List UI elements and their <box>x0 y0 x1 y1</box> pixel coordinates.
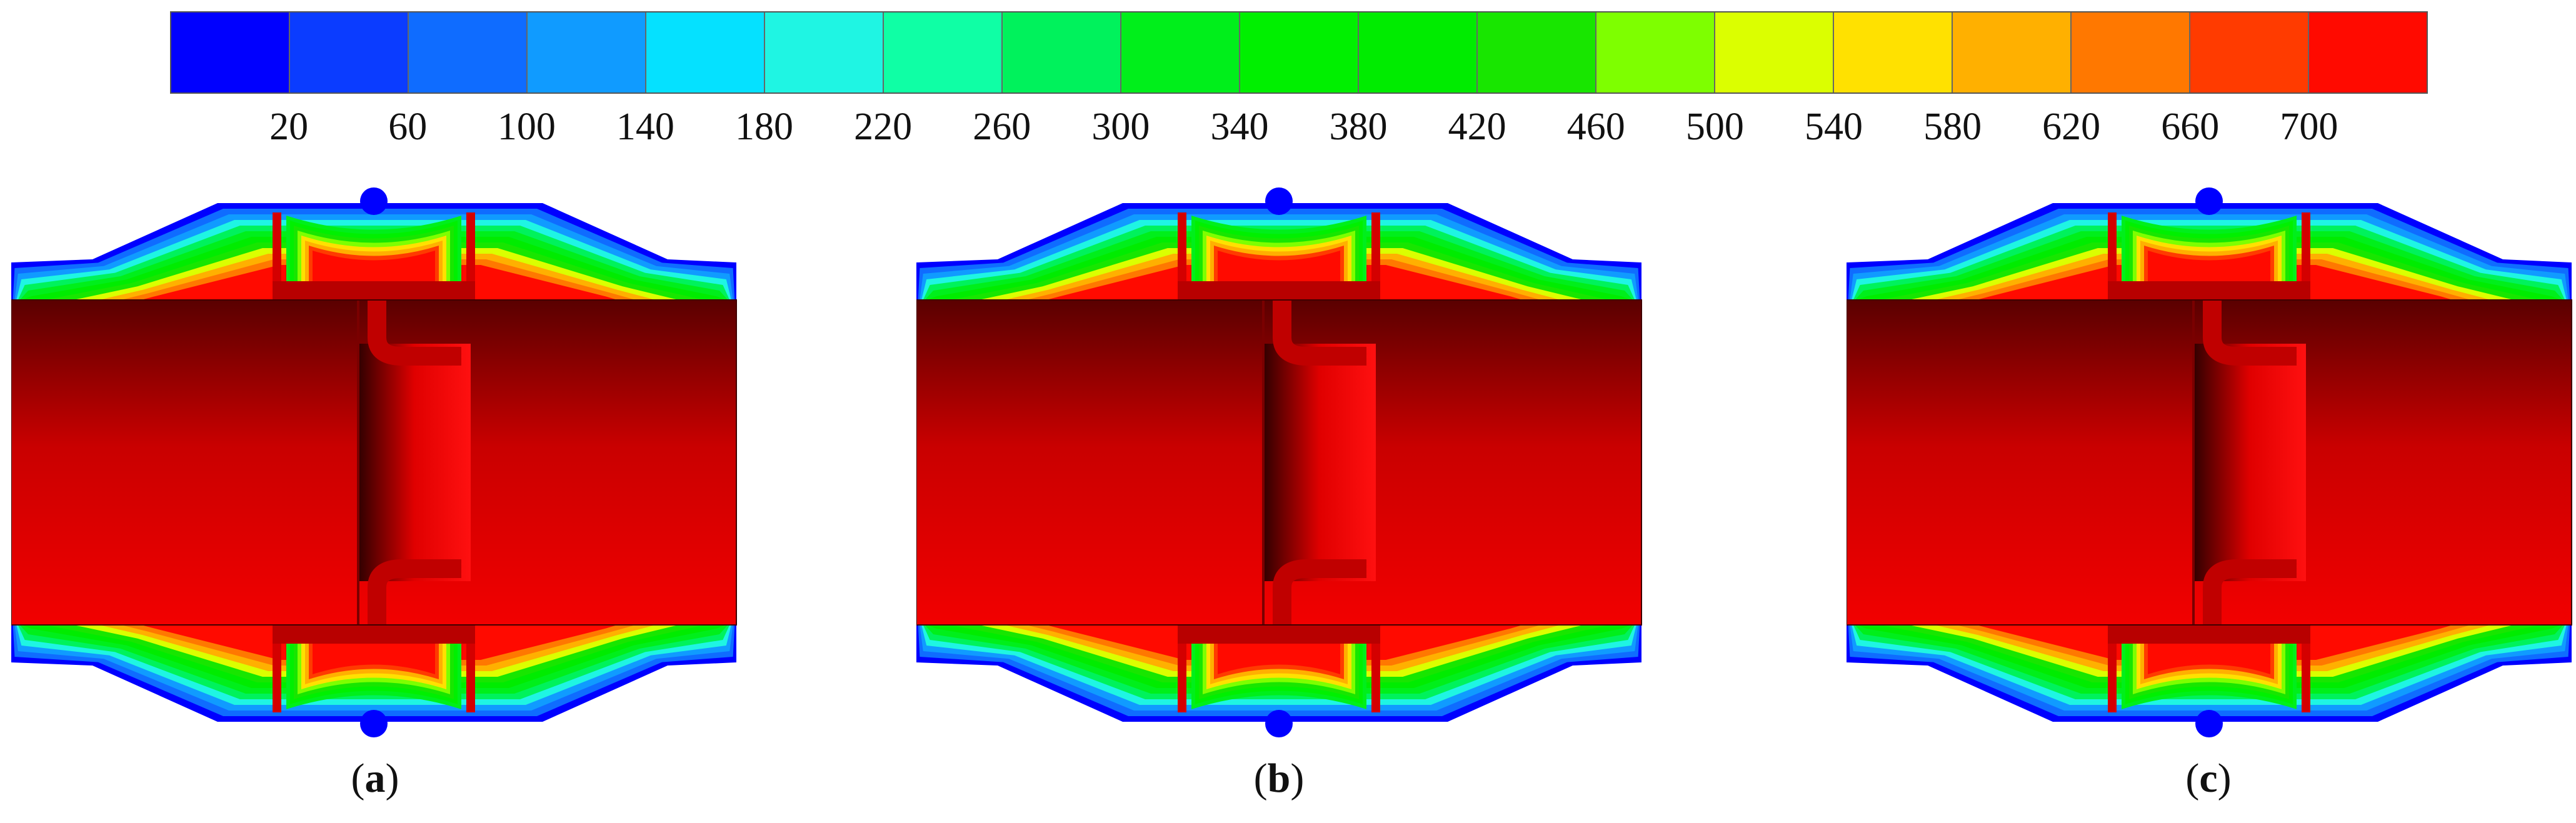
color-legend-swatch <box>2072 12 2190 92</box>
color-legend-tick-label: 580 <box>1923 106 1982 148</box>
color-legend-tick-label: 220 <box>854 106 913 148</box>
color-legend-swatch <box>1478 12 1596 92</box>
color-legend-swatch <box>1953 12 2072 92</box>
temperature-contour-plot <box>11 187 737 737</box>
contour-panel-b <box>916 187 1654 737</box>
color-legend-tick-label: 620 <box>2042 106 2101 148</box>
color-legend-tick-label: 660 <box>2161 106 2220 148</box>
color-legend-swatch <box>1834 12 1953 92</box>
caption-c: (c) <box>2185 756 2232 801</box>
color-legend-tick-label: 180 <box>735 106 794 148</box>
color-legend-swatch <box>884 12 1003 92</box>
color-legend-swatch <box>2190 12 2309 92</box>
color-legend-tick-labels: 20 60 100 140 180 220 260 300 340 380 420 460 500 540… <box>0 105 2576 149</box>
color-legend-tick-label: 540 <box>1804 106 1863 148</box>
color-legend-tick-label: 700 <box>2280 106 2338 148</box>
color-legend-swatch <box>171 12 290 92</box>
color-legend-tick-label: 340 <box>1210 106 1269 148</box>
color-legend-swatch <box>528 12 646 92</box>
color-legend-swatch <box>646 12 765 92</box>
color-legend-tick-label: 60 <box>388 106 428 148</box>
color-legend-tick-label: 420 <box>1448 106 1506 148</box>
contour-panel-a <box>11 187 749 737</box>
color-legend-swatch <box>290 12 409 92</box>
temperature-contour-plot <box>1847 187 2572 737</box>
color-legend-swatch <box>1596 12 1715 92</box>
color-legend-swatch <box>1003 12 1121 92</box>
color-legend-tick-label: 300 <box>1091 106 1150 148</box>
color-legend-swatch <box>2309 12 2427 92</box>
contour-panel-c <box>1847 187 2576 737</box>
color-legend-swatch <box>765 12 884 92</box>
color-legend-tick-label: 140 <box>616 106 674 148</box>
color-legend-tick-label: 500 <box>1685 106 1744 148</box>
color-legend-swatch <box>409 12 528 92</box>
color-legend-tick-label: 20 <box>269 106 309 148</box>
temperature-contour-plot <box>916 187 1642 737</box>
color-legend-tick-label: 100 <box>497 106 556 148</box>
caption-b: (b) <box>1253 756 1305 801</box>
color-legend-swatch <box>1359 12 1478 92</box>
color-legend-tick-label: 380 <box>1329 106 1388 148</box>
color-legend-tick-label: 260 <box>973 106 1031 148</box>
color-legend-tick-label: 460 <box>1566 106 1625 148</box>
color-legend-swatch <box>1715 12 1834 92</box>
caption-a: (a) <box>351 756 399 801</box>
temperature-color-legend <box>170 11 2428 94</box>
color-legend-swatch <box>1121 12 1240 92</box>
color-legend-swatch <box>1240 12 1359 92</box>
